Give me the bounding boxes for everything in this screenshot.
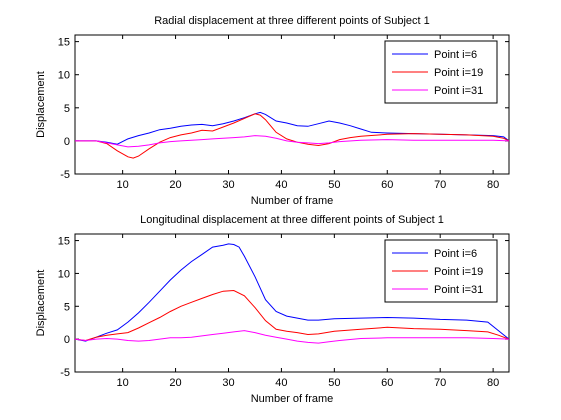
series-line-1 (74, 243, 510, 342)
x-tick-label: 70 (434, 377, 446, 389)
y-tick-label: 15 (58, 37, 70, 49)
chart-panel-1: Radial displacement at three different p… (35, 15, 510, 207)
y-tick-label: 5 (64, 103, 70, 115)
legend: Point i=6 Point i=19 Point i=31 (384, 239, 498, 303)
legend: Point i=6 Point i=19 Point i=31 (384, 40, 498, 104)
x-tick-label: 30 (222, 377, 234, 389)
series-line-2 (74, 289, 510, 342)
x-tick-label: 80 (487, 377, 499, 389)
x-tick-label: 30 (222, 179, 234, 191)
x-tick-label: 40 (275, 377, 287, 389)
legend-label: Point i=6 (434, 248, 477, 260)
x-tick-label: 80 (487, 179, 499, 191)
y-tick-label: 10 (58, 268, 70, 280)
series-line-3 (74, 330, 510, 344)
y-tick-label: 15 (58, 236, 70, 248)
y-tick-label: -5 (60, 367, 70, 379)
legend-label: Point i=19 (434, 67, 483, 79)
legend-label: Point i=31 (434, 85, 483, 97)
chart-title: Radial displacement at three different p… (154, 15, 430, 27)
series-line-1 (75, 111, 510, 145)
x-tick-label: 50 (328, 179, 340, 191)
legend-label: Point i=19 (434, 266, 483, 278)
x-tick-label: 60 (381, 179, 393, 191)
y-axis-label: Displacement (35, 270, 47, 337)
legend-label: Point i=31 (434, 284, 483, 296)
series-line-3 (75, 135, 510, 148)
y-tick-label: 5 (64, 301, 70, 313)
chart-panel-2: Longitudinal displacement at three diffe… (35, 214, 510, 405)
y-tick-label: 10 (58, 70, 70, 82)
chart-title: Longitudinal displacement at three diffe… (140, 214, 444, 226)
x-tick-label: 70 (434, 179, 446, 191)
series-line-2 (75, 113, 510, 159)
y-tick-label: 0 (64, 136, 70, 148)
x-axis-label: Number of frame (251, 393, 334, 405)
x-tick-label: 20 (169, 377, 181, 389)
x-tick-label: 50 (328, 377, 340, 389)
y-axis-label: Displacement (35, 71, 47, 138)
legend-label: Point i=6 (434, 49, 477, 61)
y-tick-label: -5 (60, 169, 70, 181)
x-axis-label: Number of frame (251, 195, 334, 207)
x-tick-label: 20 (169, 179, 181, 191)
x-tick-label: 40 (275, 179, 287, 191)
x-tick-label: 60 (381, 377, 393, 389)
x-tick-label: 10 (117, 179, 129, 191)
y-tick-label: 0 (64, 334, 70, 346)
x-tick-label: 10 (117, 377, 129, 389)
